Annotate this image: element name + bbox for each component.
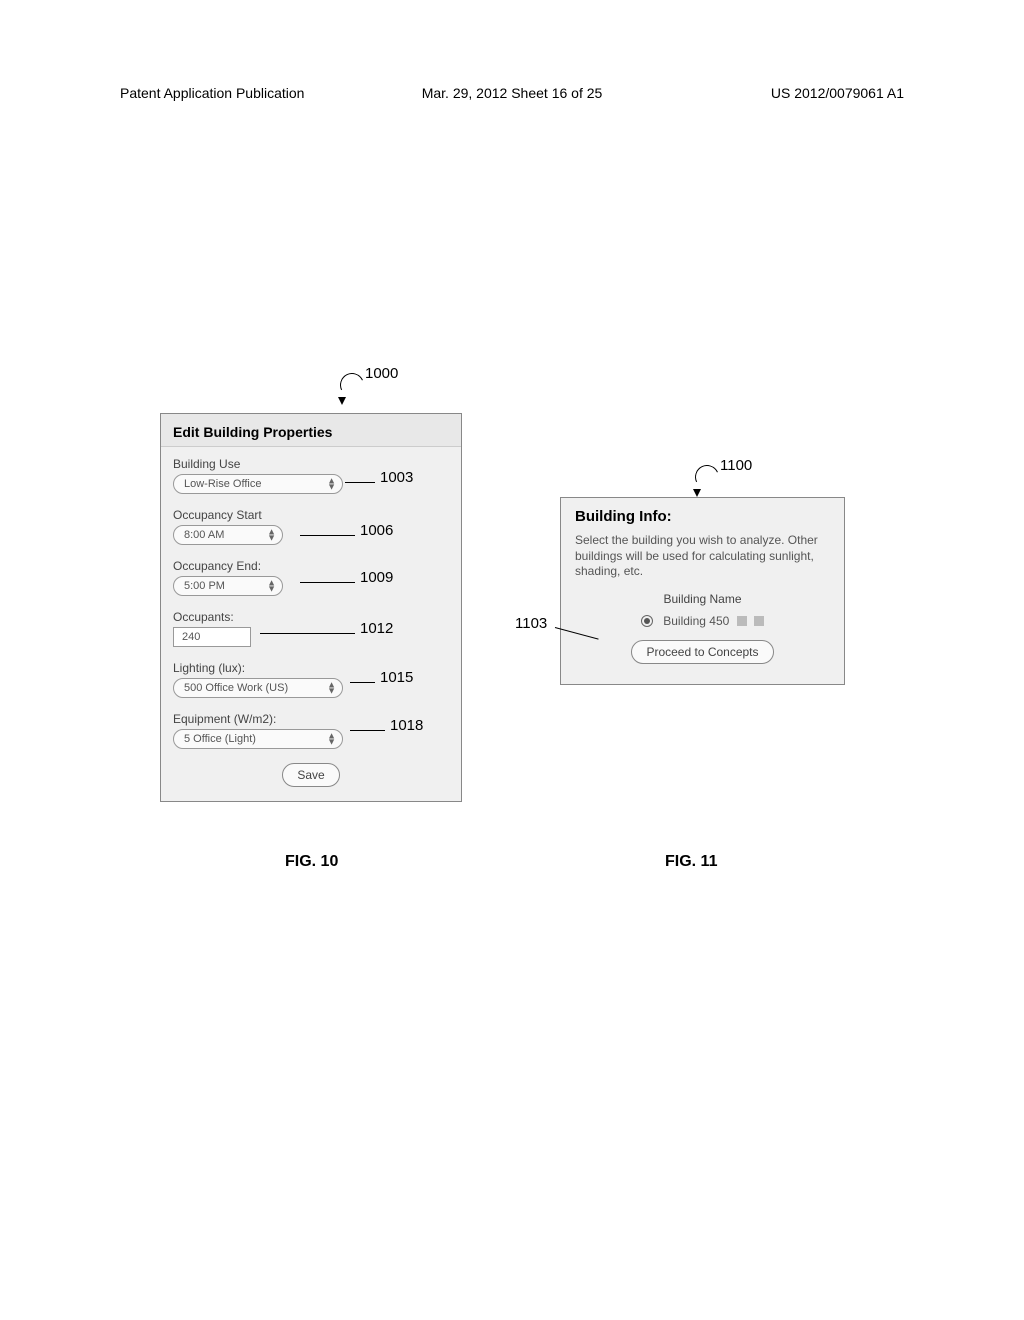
select-building-use[interactable]: Low-Rise Office ▲▼ [173, 474, 343, 494]
value-equipment: 5 Office (Light) [184, 733, 256, 745]
ref-1009: 1009 [360, 569, 393, 586]
header-left: Patent Application Publication [120, 85, 304, 101]
select-lighting[interactable]: 500 Office Work (US) ▲▼ [173, 678, 343, 698]
stepper-icon: ▲▼ [327, 682, 336, 695]
ref-1018: 1018 [390, 717, 423, 734]
stepper-icon: ▲▼ [327, 478, 336, 491]
leader-1015 [350, 682, 375, 683]
caption-fig10: FIG. 10 [285, 853, 338, 871]
ref-1015: 1015 [380, 669, 413, 686]
building-name: Building 450 [663, 614, 729, 628]
select-occ-start[interactable]: 8:00 AM ▲▼ [173, 525, 283, 545]
panel-body: Building Use Low-Rise Office ▲▼ Occupanc… [161, 447, 461, 801]
value-lighting: 500 Office Work (US) [184, 682, 288, 694]
value-occupants: 240 [182, 631, 200, 643]
label-occupants: Occupants: [173, 610, 449, 624]
save-button[interactable]: Save [282, 763, 339, 787]
field-occ-start: Occupancy Start 8:00 AM ▲▼ [173, 508, 449, 545]
callout-curve-1100 [692, 462, 723, 493]
header-right: US 2012/0079061 A1 [771, 85, 904, 101]
select-occ-end[interactable]: 5:00 PM ▲▼ [173, 576, 283, 596]
callout-curve-1000 [337, 370, 368, 401]
stepper-icon: ▲▼ [327, 733, 336, 746]
ref-1012: 1012 [360, 620, 393, 637]
stepper-icon: ▲▼ [267, 529, 276, 542]
ref-1003: 1003 [380, 469, 413, 486]
page-header: Patent Application Publication Mar. 29, … [120, 85, 904, 101]
panel11-desc: Select the building you wish to analyze.… [575, 533, 830, 580]
panel11-title: Building Info: [575, 508, 830, 525]
field-occupants: Occupants: 240 [173, 610, 449, 647]
select-equipment[interactable]: 5 Office (Light) ▲▼ [173, 729, 343, 749]
leader-1003 [345, 482, 375, 483]
ref-1103: 1103 [515, 615, 547, 632]
field-occ-end: Occupancy End: 5:00 PM ▲▼ [173, 559, 449, 596]
header-center: Mar. 29, 2012 Sheet 16 of 25 [422, 85, 603, 101]
building-info-panel: Building Info: Select the building you w… [560, 497, 845, 685]
leader-1009 [300, 582, 355, 583]
leader-1018 [350, 730, 385, 731]
callout-arrow-1000 [338, 397, 346, 405]
radio-icon[interactable] [641, 615, 653, 627]
value-occ-end: 5:00 PM [184, 580, 225, 592]
ref-1000: 1000 [365, 365, 398, 382]
save-row: Save [173, 763, 449, 787]
edit-building-panel: Edit Building Properties Building Use Lo… [160, 413, 462, 802]
ref-1100: 1100 [720, 457, 752, 474]
input-occupants[interactable]: 240 [173, 627, 251, 647]
proceed-button[interactable]: Proceed to Concepts [631, 640, 773, 664]
leader-1006 [300, 535, 355, 536]
panel-title: Edit Building Properties [161, 414, 461, 447]
value-building-use: Low-Rise Office [184, 478, 261, 490]
ref-1006: 1006 [360, 522, 393, 539]
value-occ-start: 8:00 AM [184, 529, 224, 541]
label-occ-start: Occupancy Start [173, 508, 449, 522]
edit-icon[interactable] [737, 616, 747, 626]
building-row[interactable]: Building 450 [575, 612, 830, 630]
leader-1012 [260, 633, 355, 634]
stepper-icon: ▲▼ [267, 580, 276, 593]
panel11-subhead: Building Name [575, 592, 830, 606]
caption-fig11: FIG. 11 [665, 853, 717, 871]
callout-arrow-1100 [693, 489, 701, 497]
delete-icon[interactable] [754, 616, 764, 626]
proceed-row: Proceed to Concepts [575, 640, 830, 664]
label-occ-end: Occupancy End: [173, 559, 449, 573]
